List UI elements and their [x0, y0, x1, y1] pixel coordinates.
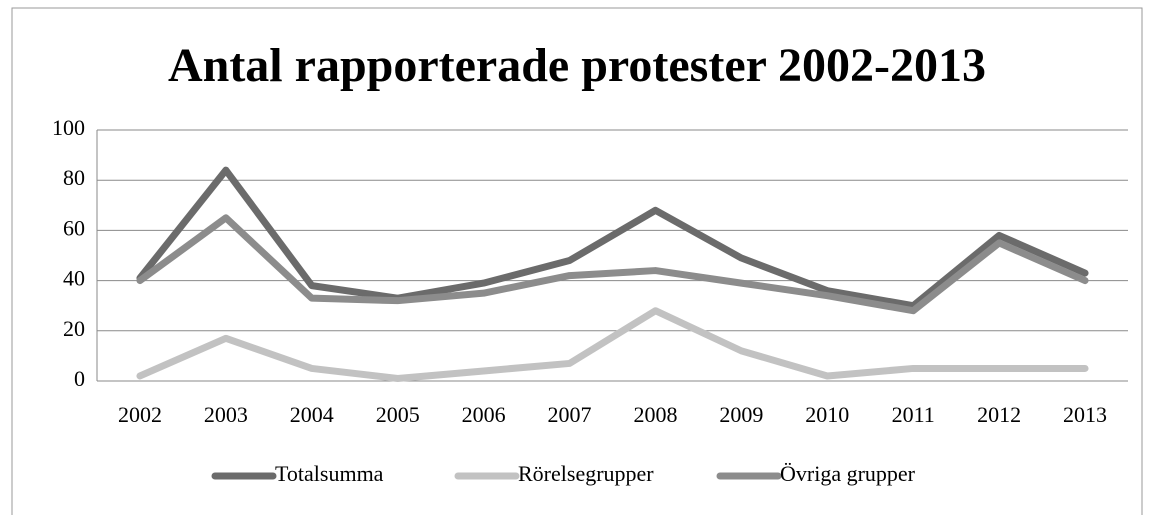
x-tick-label: 2008 [633, 402, 677, 427]
legend-label: Rörelsegrupper [518, 461, 654, 486]
y-tick-label: 60 [63, 215, 85, 240]
y-tick-label: 0 [74, 366, 85, 391]
x-tick-label: 2010 [805, 402, 849, 427]
x-tick-label: 2005 [376, 402, 420, 427]
y-tick-label: 20 [63, 316, 85, 341]
y-tick-label: 100 [52, 115, 85, 140]
y-tick-label: 40 [63, 266, 85, 291]
chart-frame [11, 7, 1143, 515]
x-tick-label: 2012 [977, 402, 1021, 427]
legend-label: Totalsumma [275, 461, 384, 486]
x-tick-label: 2002 [118, 402, 162, 427]
x-tick-label: 2007 [548, 402, 592, 427]
y-tick-label: 80 [63, 165, 85, 190]
x-tick-label: 2011 [892, 402, 935, 427]
x-tick-label: 2013 [1063, 402, 1107, 427]
x-tick-label: 2003 [204, 402, 248, 427]
x-tick-label: 2004 [290, 402, 334, 427]
series-line [136, 166, 1089, 310]
x-tick-label: 2009 [719, 402, 763, 427]
x-tick-label: 2006 [462, 402, 506, 427]
chart-title: Antal rapporterade protester 2002-2013 [168, 39, 986, 92]
series-line [136, 307, 1089, 382]
series-line [136, 214, 1089, 315]
legend-label: Övriga grupper [780, 461, 916, 486]
